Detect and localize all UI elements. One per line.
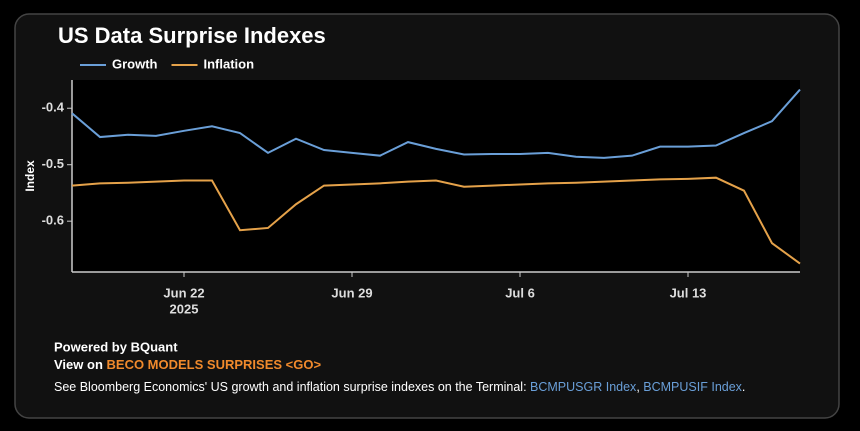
plot-area — [72, 80, 800, 272]
x-tick-label: Jul 13 — [670, 285, 707, 300]
x-year-label: 2025 — [170, 301, 199, 316]
powered-by: Powered by BQuant — [54, 339, 178, 354]
note-line: See Bloomberg Economics' US growth and i… — [54, 380, 745, 394]
x-tick-label: Jun 29 — [331, 285, 372, 300]
link[interactable]: BCMPUSIF Index — [643, 380, 742, 394]
legend-label: Growth — [112, 56, 158, 71]
series-line — [71, 88, 801, 159]
view-line: View on BECO MODELS SURPRISES <GO> — [54, 357, 321, 372]
y-tick-label: -0.5 — [42, 156, 64, 171]
series-line — [71, 176, 801, 265]
separator: , — [636, 380, 639, 394]
note: See Bloomberg Economics' US growth and i… — [54, 380, 527, 394]
y-tick-label: -0.6 — [42, 213, 64, 228]
view-link[interactable]: BECO MODELS SURPRISES <GO> — [107, 357, 322, 372]
x-tick-label: Jul 6 — [505, 285, 535, 300]
link[interactable]: BCMPUSGR Index — [530, 380, 637, 394]
view-prefix: View on — [54, 357, 103, 372]
x-tick-label: Jun 22 — [163, 285, 204, 300]
chart-title: US Data Surprise Indexes — [58, 23, 326, 48]
legend-label: Inflation — [204, 56, 255, 71]
y-axis-label: Index — [23, 160, 37, 192]
end: . — [742, 380, 745, 394]
y-tick-label: -0.4 — [42, 100, 65, 115]
